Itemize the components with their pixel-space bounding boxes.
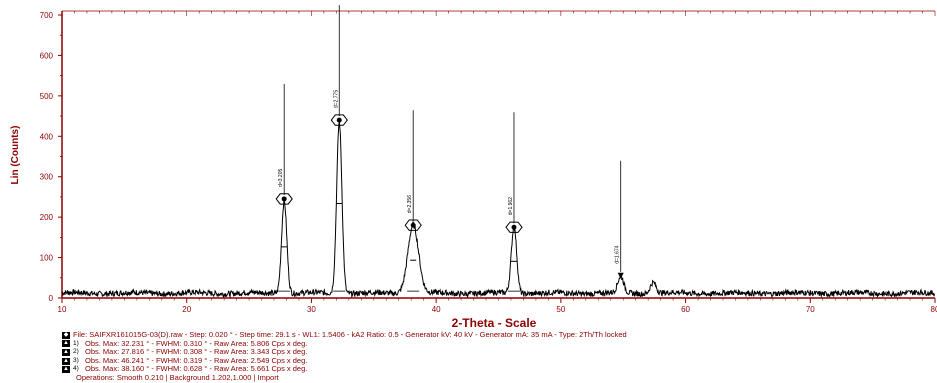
peak-d-label: d=1.674 — [615, 245, 621, 263]
peak-dot — [336, 117, 342, 123]
file-info-line: ◆ File: SAIFXR161015G-03(D).raw - Step: … — [62, 330, 932, 340]
y-tick-label: 700 — [40, 11, 54, 20]
y-tick-label: 400 — [40, 132, 54, 141]
obs-line-2: ▲ 2) Obs. Max: 27.816 ° - FWHM: 0.308 ° … — [62, 348, 932, 357]
xrd-plot: 0 100 200 300 400 500 600 700 10 20 30 40 50 60 70 80 d… — [10, 5, 937, 330]
peak-triangle-marker — [617, 272, 624, 279]
obs-text: Obs. Max: 38.160 ° - FWHM: 0.628 ° - Raw… — [85, 364, 308, 374]
peak-hex-marker — [505, 221, 523, 233]
x-tick-label: 60 — [681, 305, 690, 314]
y-tick-label: 100 — [40, 254, 54, 263]
peak-hex-marker — [404, 219, 422, 231]
obs-number: 3) — [73, 356, 79, 364]
obs-line-4: ▲ 4) Obs. Max: 38.160 ° - FWHM: 0.628 ° … — [62, 365, 932, 374]
x-tick-label: 50 — [556, 305, 565, 314]
file-info-text: File: SAIFXR161015G-03(D).raw - Step: 0.… — [73, 330, 627, 339]
tick-marks: 0 100 200 300 400 500 600 700 10 20 30 40 50 60 70 80 — [40, 10, 937, 314]
obs-line-3: ▲ 3) Obs. Max: 46.241 ° - FWHM: 0.319 ° … — [62, 355, 932, 366]
y-tick-label: 600 — [40, 51, 54, 60]
peak-d-label: d=1.962 — [508, 197, 514, 215]
y-tick-label: 500 — [40, 92, 54, 101]
peak-hex-marker — [330, 114, 348, 126]
scan-marker-icon: ◆ — [62, 331, 70, 339]
peak-d-label: d=2.356 — [407, 195, 413, 213]
peak-dot — [511, 224, 517, 230]
obs-number: 1) — [73, 339, 79, 347]
peak-marker: d=1.674 — [615, 160, 624, 279]
y-tick-label: 300 — [40, 173, 54, 182]
x-tick-label: 20 — [182, 305, 191, 314]
x-tick-label: 70 — [806, 305, 815, 314]
plot-axes — [61, 11, 935, 299]
peak-marker: d=1.962 — [505, 112, 523, 292]
x-tick-label: 40 — [432, 305, 441, 314]
obs-text: Obs. Max: 27.816 ° - FWHM: 0.308 ° - Raw… — [85, 347, 308, 357]
y-axis-title: Lin (Counts) — [10, 126, 21, 185]
x-axis-title: 2-Theta - Scale — [452, 316, 537, 330]
obs-text: Obs. Max: 32.231 ° - FWHM: 0.310 ° - Raw… — [85, 338, 308, 348]
peak-dot — [281, 196, 287, 202]
obs-line-1: ▲ 1) Obs. Max: 32.231 ° - FWHM: 0.310 ° … — [62, 338, 932, 349]
scan-info-panel: ◆ File: SAIFXR161015G-03(D).raw - Step: … — [62, 330, 932, 383]
x-tick-label: 30 — [307, 305, 316, 314]
peak-marker: d=2.356 — [404, 110, 422, 292]
peak-d-label: d=3.205 — [278, 169, 284, 187]
peak-marker: d=2.775 — [330, 5, 348, 292]
peak-marker-icon: ▲ — [62, 366, 70, 374]
peak-marker-icon: ▲ — [62, 340, 70, 348]
peak-dot — [410, 222, 416, 228]
x-tick-label: 10 — [58, 305, 67, 314]
peak-hex-marker — [275, 193, 293, 205]
obs-text: Obs. Max: 46.241 ° - FWHM: 0.319 ° - Raw… — [85, 355, 308, 365]
peak-marker-icon: ▲ — [62, 348, 70, 356]
y-tick-label: 200 — [40, 213, 54, 222]
trace-line — [61, 121, 935, 299]
peak-annotations: d=3.205 d=2.775 d=2.356 d=1.962 d=1.674 — [275, 5, 624, 292]
y-tick-label: 0 — [49, 294, 54, 303]
peak-marker-icon: ▲ — [62, 357, 70, 365]
x-tick-label: 80 — [931, 305, 937, 314]
operations-line: Operations: Smooth 0.210 | Background 1.… — [76, 372, 279, 382]
diffraction-trace — [61, 121, 935, 299]
peak-d-label: d=2.775 — [333, 90, 339, 108]
peak-marker: d=3.205 — [275, 83, 293, 292]
obs-number: 2) — [73, 348, 79, 356]
obs-number: 4) — [73, 365, 79, 373]
